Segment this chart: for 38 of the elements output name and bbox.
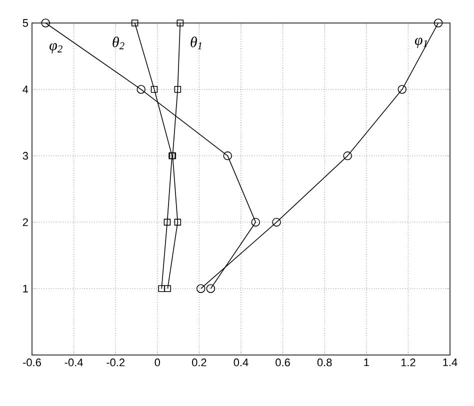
x-tick-label: 1	[364, 358, 369, 366]
x-tick-label: 0.8	[317, 358, 332, 366]
point	[174, 86, 182, 93]
x-tick-label: 1.4	[443, 358, 458, 366]
y-tick-label: 4	[22, 86, 28, 94]
x-tick-label: -0.2	[106, 358, 124, 366]
point	[398, 85, 407, 94]
point	[174, 218, 182, 226]
point	[272, 218, 281, 227]
point	[176, 20, 184, 26]
x-tick-label: 0	[154, 358, 160, 366]
x-tick-label: 0.6	[276, 358, 290, 366]
series-label: θ$_{1}$	[190, 36, 202, 50]
point	[136, 85, 146, 94]
point	[343, 151, 352, 160]
x-tick-label: 1.2	[401, 358, 416, 366]
y-tick-label: 2	[22, 218, 28, 226]
y-tick-label: 1	[23, 284, 28, 292]
point	[150, 86, 158, 93]
x-tick-label: -0.6	[23, 358, 41, 366]
point	[206, 284, 216, 293]
point	[164, 285, 172, 292]
point	[41, 18, 50, 28]
point	[131, 20, 138, 26]
point	[223, 151, 232, 160]
x-tick-label: 0.4	[234, 358, 248, 366]
point	[196, 284, 206, 293]
x-tick-label: -0.4	[64, 358, 83, 366]
y-tick-label: 3	[22, 152, 28, 160]
point	[158, 285, 165, 292]
point	[434, 18, 443, 28]
point	[164, 218, 171, 226]
series-label: φ$_{1}$	[414, 38, 427, 48]
series-label: θ$_{2}$	[112, 36, 124, 50]
series-label: φ$_{2}$	[50, 43, 62, 54]
x-tick-label: 0.2	[192, 358, 206, 366]
y-tick-label: 5	[22, 19, 28, 27]
point	[251, 218, 260, 227]
